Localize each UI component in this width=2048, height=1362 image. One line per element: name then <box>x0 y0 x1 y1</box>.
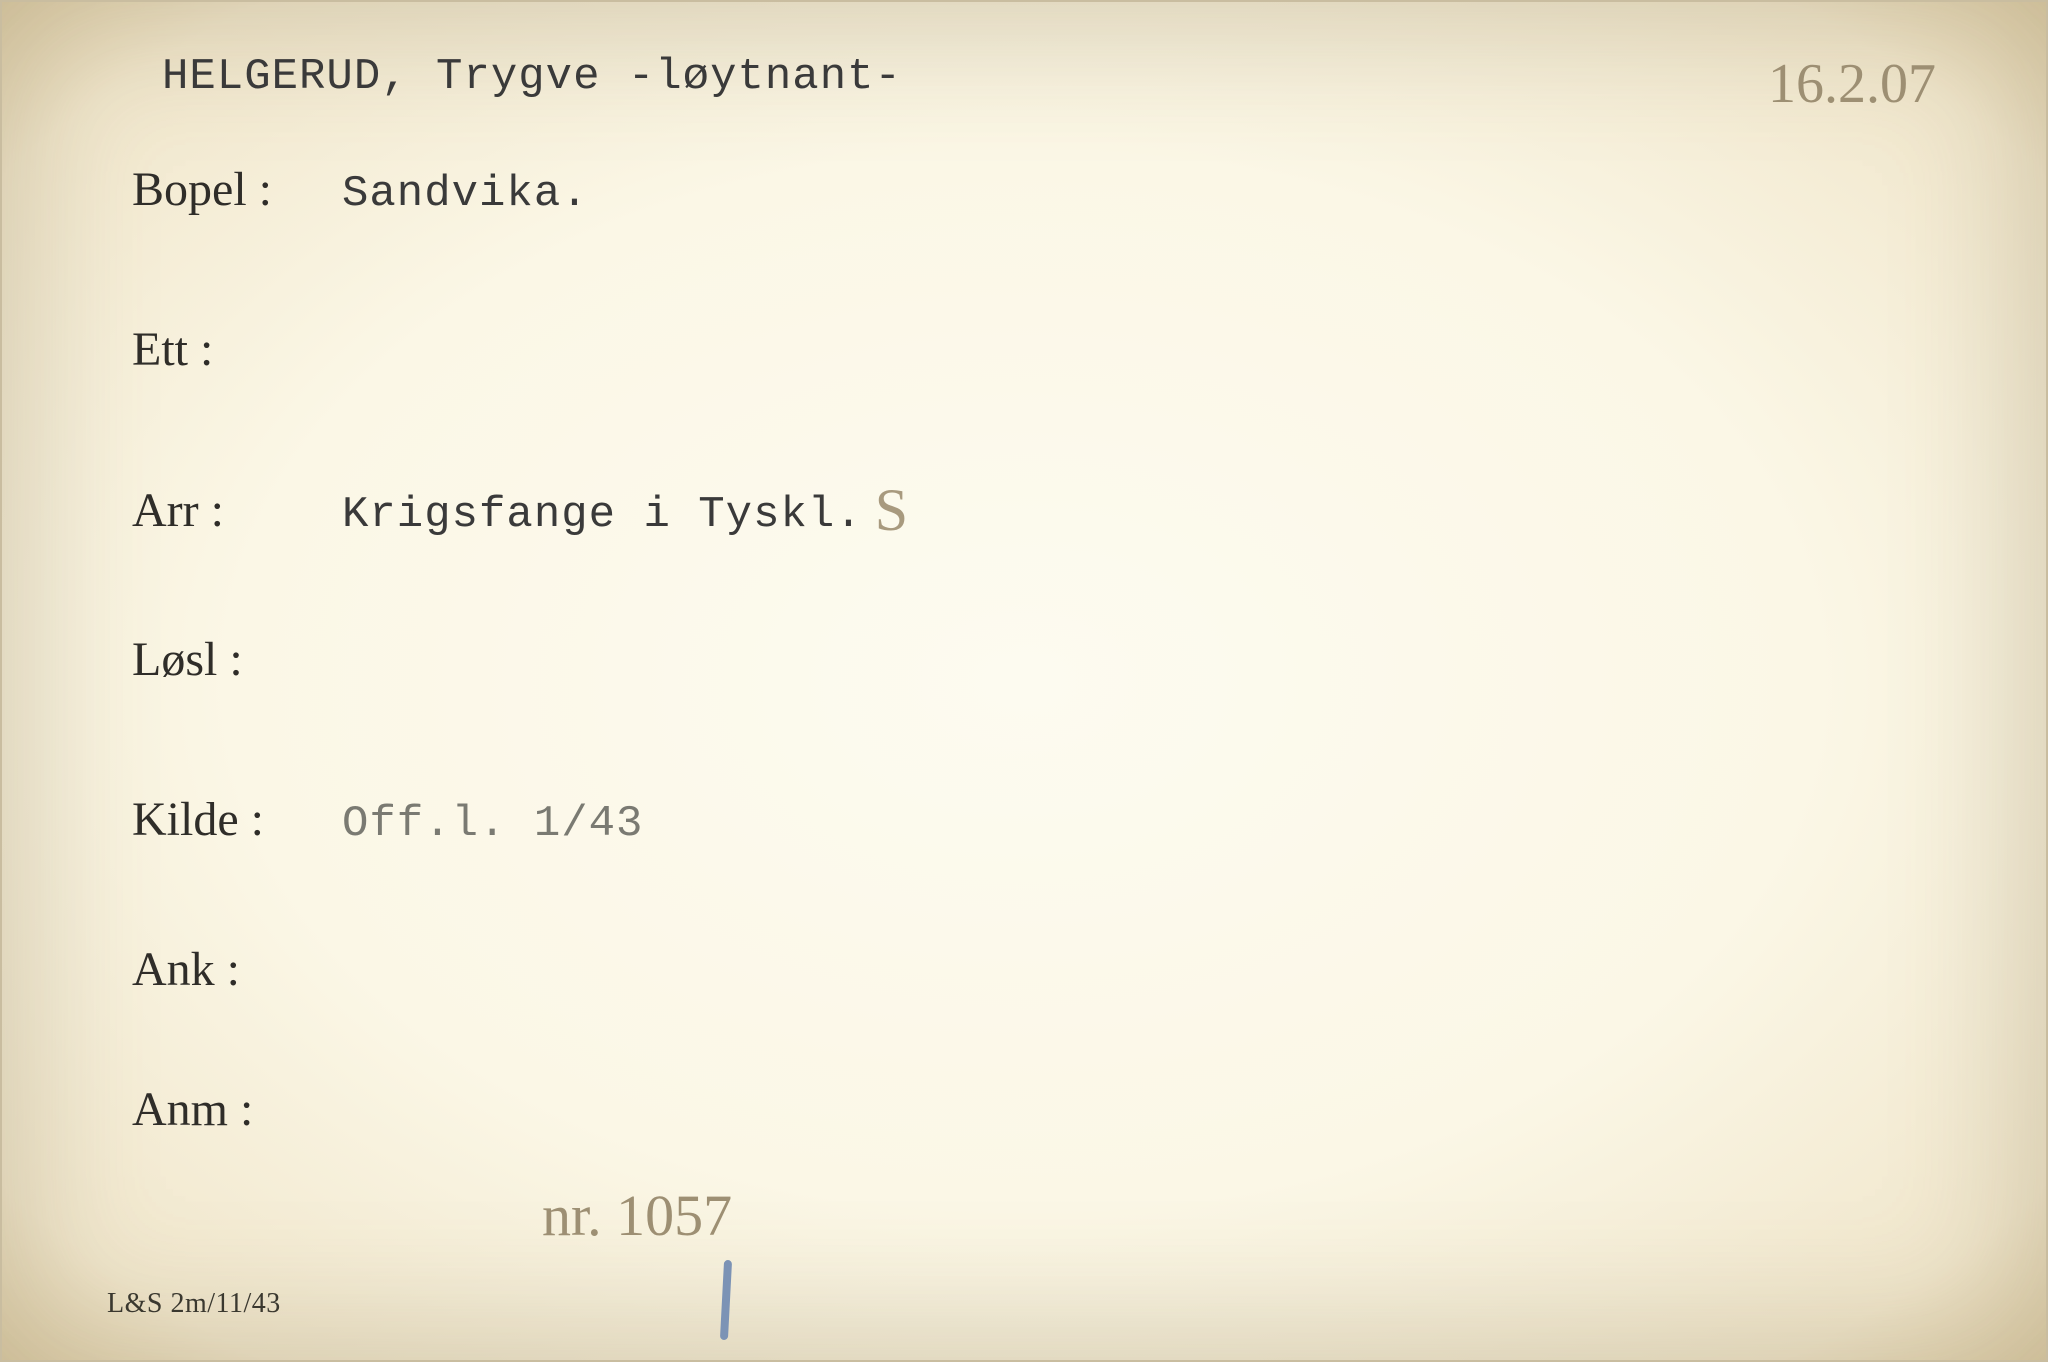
field-label-arr: Arr : <box>132 483 342 538</box>
handwritten-date: 16.2.07 <box>1768 52 1936 116</box>
person-name-title: HELGERUD, Trygve -løytnant- <box>162 52 902 102</box>
field-label-ank: Ank : <box>132 942 342 997</box>
field-row-ank: Ank : <box>132 942 1966 997</box>
handwritten-tick-mark <box>720 1260 732 1340</box>
handwritten-number: nr. 1057 <box>542 1182 732 1249</box>
field-label-bopel: Bopel : <box>132 162 342 217</box>
field-label-ett: Ett : <box>132 322 342 377</box>
field-row-arr: Arr : Krigsfange i Tyskl.S <box>132 472 1966 541</box>
field-row-kilde: Kilde : Off.l. 1/43 <box>132 792 1966 849</box>
form-code-footer: L&S 2m/11/43 <box>107 1288 281 1320</box>
field-label-losl: Løsl : <box>132 632 342 687</box>
handwritten-arr-suffix: S <box>875 477 908 543</box>
field-row-losl: Løsl : <box>132 632 1966 687</box>
field-label-anm: Anm : <box>132 1082 342 1137</box>
field-value-bopel: Sandvika. <box>342 169 1966 219</box>
field-value-arr: Krigsfange i Tyskl. <box>342 490 863 540</box>
field-row-ett: Ett : <box>132 322 1966 377</box>
field-value-kilde: Off.l. 1/43 <box>342 799 1966 849</box>
field-value-arr-wrapper: Krigsfange i Tyskl.S <box>342 472 1966 541</box>
index-card: HELGERUD, Trygve -løytnant- 16.2.07 Bope… <box>0 0 2048 1362</box>
field-row-bopel: Bopel : Sandvika. <box>132 162 1966 219</box>
field-label-kilde: Kilde : <box>132 792 342 847</box>
field-row-anm: Anm : <box>132 1082 1966 1137</box>
